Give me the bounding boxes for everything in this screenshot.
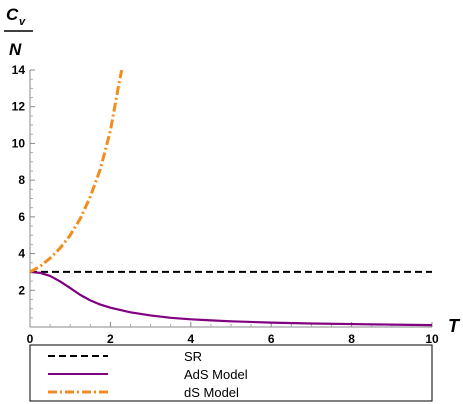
x-tick-label: 8 xyxy=(348,332,355,346)
y-axis-title-denominator: N xyxy=(9,40,22,59)
y-axis-title-numerator: C xyxy=(6,5,19,24)
y-tick-label: 4 xyxy=(18,247,25,261)
series-line-ads-model xyxy=(29,270,433,327)
x-tick-label: 10 xyxy=(425,332,439,346)
plot-series xyxy=(29,69,433,327)
y-axis-title-subscript: v xyxy=(19,16,26,28)
legend-label: SR xyxy=(184,349,202,364)
legend-label: AdS Model xyxy=(184,367,248,382)
y-tick-label: 2 xyxy=(18,283,25,297)
x-tick-label: 0 xyxy=(27,332,34,346)
y-tick-label: 10 xyxy=(12,136,26,150)
x-tick-label: 4 xyxy=(187,332,194,346)
y-tick-label: 6 xyxy=(18,210,25,224)
x-tick-label: 6 xyxy=(268,332,275,346)
axis-ticks: 0 2 4 6 8 10 2 4 6 8 10 12 14 xyxy=(12,63,439,346)
legend-label: dS Model xyxy=(184,385,239,400)
x-axis-title: T xyxy=(448,316,461,336)
legend: SR AdS Model dS Model xyxy=(48,349,248,400)
y-tick-label: 12 xyxy=(12,100,26,114)
y-tick-label: 14 xyxy=(12,63,26,77)
y-tick-label: 8 xyxy=(18,173,25,187)
y-axis-title: C v N xyxy=(4,5,33,59)
x-tick-label: 2 xyxy=(107,332,114,346)
series-line-ds-model xyxy=(29,69,124,274)
